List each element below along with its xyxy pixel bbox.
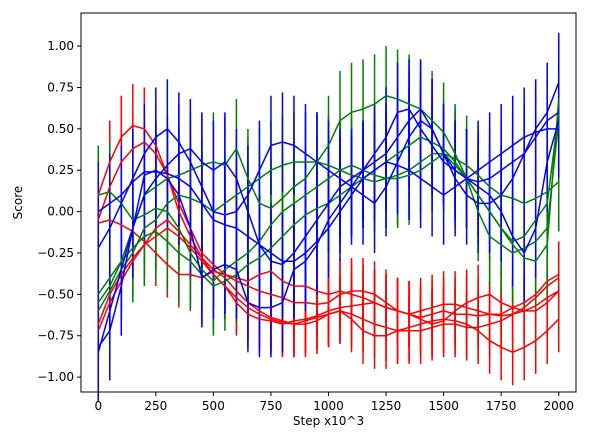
x-tick-label: 0 <box>94 399 102 413</box>
y-tick-label: −0.50 <box>37 287 74 301</box>
series-line-11 <box>97 108 560 348</box>
x-tick-label: 1500 <box>428 399 459 413</box>
series-line-1 <box>97 141 560 325</box>
y-axis-label: Score <box>11 186 25 220</box>
series-line-0 <box>97 124 560 325</box>
y-tick-label: 0.25 <box>47 163 74 177</box>
x-tick-label: 1000 <box>313 399 344 413</box>
x-tick-label: 2000 <box>543 399 574 413</box>
y-tick-label: 1.00 <box>47 39 74 53</box>
series-line-2 <box>98 219 560 319</box>
series-line-10 <box>97 128 559 262</box>
x-tick-label: 750 <box>259 399 282 413</box>
series-lines <box>97 82 560 354</box>
y-tick-label: 0.50 <box>47 122 74 136</box>
y-tick-label: 0.00 <box>47 205 74 219</box>
x-axis-label: Step x10^3 <box>293 414 364 428</box>
series-line-9 <box>97 82 560 249</box>
series-line-4 <box>97 227 560 332</box>
y-tick-label: −0.75 <box>37 329 74 343</box>
series-line-12 <box>97 108 560 353</box>
x-axis-ticks: 0 250 500 750 1000 1250 1500 1750 2000 <box>94 392 574 413</box>
x-tick-label: 1750 <box>486 399 517 413</box>
x-tick-label: 500 <box>202 399 225 413</box>
series-line-5 <box>98 152 560 282</box>
y-tick-label: −0.25 <box>37 246 74 260</box>
y-tick-label: 0.75 <box>47 80 74 94</box>
y-axis-ticks: −1.00 −0.75 −0.50 −0.25 0.00 0.25 0.50 0.75 1.00 <box>37 39 81 384</box>
x-tick-label: 1250 <box>371 399 402 413</box>
y-tick-label: −1.00 <box>37 370 74 384</box>
x-tick-label: 250 <box>144 399 167 413</box>
